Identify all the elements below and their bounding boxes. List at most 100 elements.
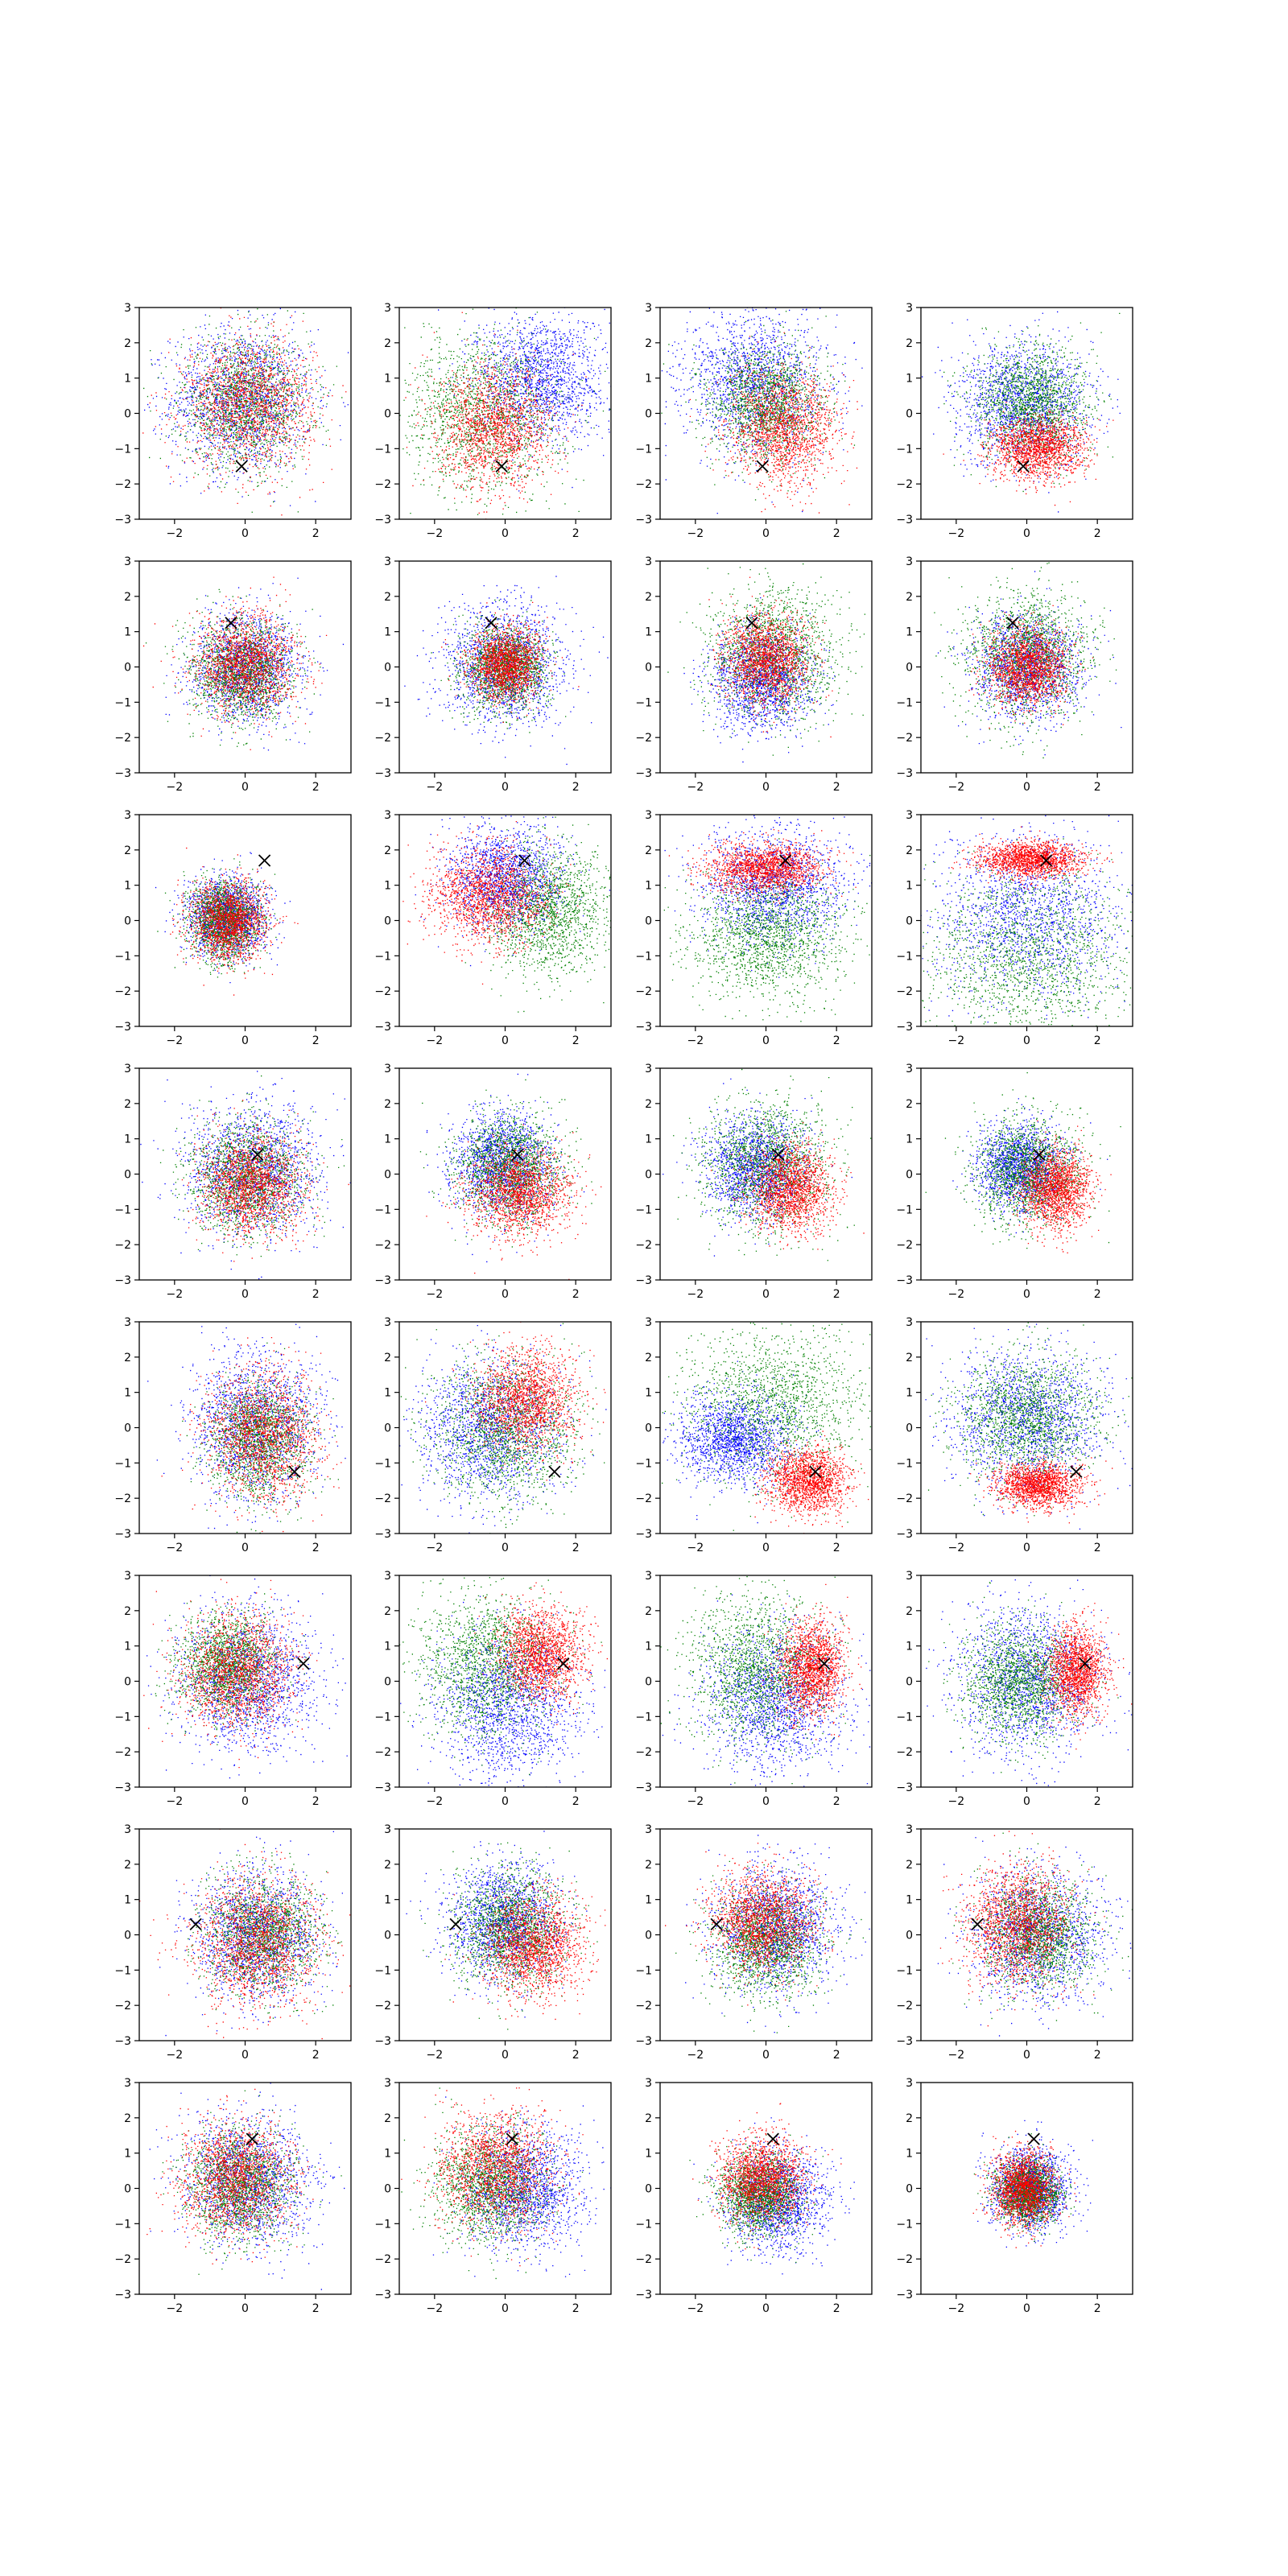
y-tick-label: −3 — [374, 1274, 391, 1287]
series-blue-scatter — [166, 578, 344, 751]
y-tick-label: −2 — [374, 478, 391, 491]
y-tick-label: −2 — [896, 1492, 913, 1505]
point-clouds — [155, 848, 299, 996]
x-tick-label: 0 — [762, 527, 770, 540]
y-tick-label: −3 — [374, 2289, 391, 2301]
y-tick-label: 2 — [124, 1605, 131, 1618]
x-tick-label: 0 — [502, 781, 509, 794]
x-tick-label: −2 — [427, 1795, 444, 1808]
x-marker — [711, 1918, 722, 1930]
x-tick-label: 0 — [762, 1288, 770, 1301]
y-tick-label: −1 — [896, 2218, 913, 2231]
y-tick-label: −3 — [374, 2035, 391, 2048]
y-tick-label: 1 — [906, 626, 913, 639]
series-green-points — [943, 313, 1150, 492]
x-tick-label: −2 — [948, 1542, 965, 1554]
x-tick-label: 0 — [1023, 1542, 1030, 1554]
point-clouds — [632, 276, 873, 523]
y-tick-label: −1 — [374, 443, 391, 456]
series-red-scatter — [1028, 1603, 1132, 1749]
series-blue-points — [383, 1824, 587, 2017]
x-tick-label: −2 — [687, 1542, 704, 1554]
y-tick-label: 3 — [906, 302, 913, 315]
x-tick-label: 2 — [312, 2302, 320, 2315]
series-red-points — [401, 2072, 583, 2267]
y-tick-label: 1 — [384, 1387, 391, 1400]
y-tick-label: 2 — [384, 591, 391, 604]
y-tick-label: −3 — [635, 514, 652, 526]
series-green-scatter — [675, 1861, 864, 2033]
y-tick-label: −3 — [374, 1781, 391, 1794]
series-blue-scatter — [383, 1824, 587, 2017]
y-tick-label: 1 — [645, 880, 652, 893]
x-tick-label: −2 — [687, 1034, 704, 1047]
series-red-scatter — [401, 2072, 583, 2267]
y-tick-label: 1 — [124, 626, 131, 639]
y-tick-label: 1 — [645, 626, 652, 639]
series-red-points — [474, 1583, 608, 1725]
y-tick-label: −3 — [896, 767, 913, 780]
y-tick-label: 1 — [384, 1133, 391, 1146]
series-red-points — [761, 1584, 862, 1740]
series-blue-scatter — [140, 1061, 351, 1279]
x-tick-label: −2 — [167, 1034, 184, 1047]
series-blue-points — [663, 1079, 852, 1257]
x-tick-label: 2 — [1094, 1034, 1101, 1047]
series-blue-points — [632, 276, 863, 523]
y-tick-label: 0 — [124, 915, 131, 928]
series-blue-scatter — [438, 258, 646, 492]
x-tick-label: 0 — [502, 2302, 509, 2315]
y-tick-label: −1 — [896, 1203, 913, 1216]
y-tick-label: −3 — [896, 1021, 913, 1034]
y-tick-label: 1 — [124, 1894, 131, 1907]
x-tick-label: −2 — [427, 1288, 444, 1301]
x-marker — [190, 1918, 201, 1930]
point-clouds — [143, 577, 344, 751]
y-tick-label: 2 — [645, 1605, 652, 1618]
y-tick-label: 0 — [906, 408, 913, 421]
point-clouds — [357, 258, 646, 542]
x-marker — [259, 855, 270, 866]
x-tick-label: 2 — [833, 1542, 840, 1554]
y-tick-label: 2 — [906, 337, 913, 350]
y-tick-label: 3 — [124, 1316, 131, 1329]
series-blue-points — [140, 1061, 351, 1279]
axes-frame — [399, 1575, 611, 1787]
series-red-scatter — [968, 605, 1093, 729]
y-tick-label: −1 — [114, 443, 131, 456]
y-tick-label: 1 — [906, 880, 913, 893]
series-red-scatter — [761, 1584, 862, 1740]
point-clouds — [124, 2067, 375, 2289]
x-tick-label: 2 — [572, 1034, 580, 1047]
series-green-scatter — [431, 600, 566, 733]
y-tick-label: −2 — [896, 985, 913, 998]
x-tick-label: 0 — [502, 1542, 509, 1554]
x-tick-label: 0 — [242, 527, 249, 540]
y-tick-label: 0 — [124, 408, 131, 421]
x-tick-label: 0 — [762, 781, 770, 794]
y-tick-label: 3 — [645, 1063, 652, 1075]
x-marker — [236, 460, 247, 472]
x-tick-label: 2 — [572, 527, 580, 540]
series-green-scatter — [689, 2129, 828, 2263]
x-tick-label: 0 — [502, 1795, 509, 1808]
y-tick-label: 2 — [384, 1605, 391, 1618]
y-tick-label: −1 — [374, 1203, 391, 1216]
x-tick-label: 0 — [1023, 1034, 1030, 1047]
point-clouds — [137, 1061, 356, 1279]
y-tick-label: 2 — [645, 2112, 652, 2125]
y-tick-label: −2 — [896, 2000, 913, 2013]
x-tick-label: 0 — [762, 2302, 770, 2315]
y-tick-label: −2 — [635, 1746, 652, 1759]
x-tick-label: −2 — [687, 2049, 704, 2062]
